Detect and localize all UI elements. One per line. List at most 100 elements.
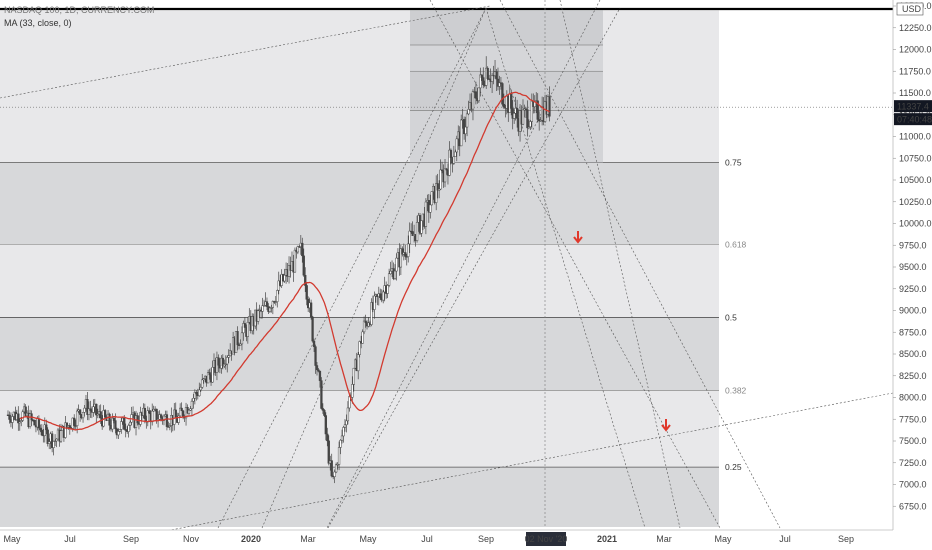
- time-tick-label: May: [714, 534, 732, 544]
- candle: [136, 412, 139, 426]
- candle: [449, 148, 453, 165]
- time-tick-label: Mar: [300, 534, 316, 544]
- candle: [467, 100, 470, 116]
- candle: [50, 430, 54, 453]
- time-tick-label: Mar: [656, 534, 672, 544]
- candle: [445, 167, 448, 175]
- candle: [321, 403, 325, 414]
- candle: [389, 261, 392, 275]
- candle: [373, 291, 376, 319]
- candle: [165, 410, 169, 431]
- candle: [96, 408, 99, 419]
- candle: [530, 93, 533, 129]
- symbol-legend[interactable]: NASDAQ 100, 1D, CURRENCY.COM: [4, 5, 155, 15]
- candle: [448, 141, 451, 177]
- candle: [464, 116, 467, 143]
- candle: [317, 367, 320, 373]
- price-tick-label: 7750.0: [899, 414, 927, 424]
- candle: [78, 409, 82, 422]
- candle: [324, 412, 327, 441]
- candle: [143, 403, 146, 424]
- candle: [301, 237, 304, 263]
- price-box-stripe: [410, 110, 603, 163]
- candle: [177, 412, 180, 425]
- candle: [33, 419, 36, 426]
- candle: [480, 74, 483, 81]
- candle: [382, 290, 385, 304]
- candle: [357, 351, 360, 380]
- candle: [411, 221, 414, 236]
- candle: [370, 298, 373, 327]
- candle: [337, 441, 341, 471]
- annotation-layer: [573, 231, 671, 432]
- candle: [452, 145, 455, 165]
- currency-label: USD: [902, 4, 922, 14]
- candle: [361, 329, 364, 344]
- price-tick-label: 7000.0: [899, 480, 927, 490]
- candle: [401, 246, 404, 257]
- candle: [435, 175, 438, 211]
- candle: [28, 409, 32, 429]
- ma-legend[interactable]: MA (33, close, 0): [4, 18, 72, 28]
- candle: [323, 409, 326, 418]
- candle: [326, 427, 329, 447]
- candle: [236, 326, 239, 351]
- candle: [148, 407, 151, 414]
- legend: NASDAQ 100, 1D, CURRENCY.COM MA (33, clo…: [4, 4, 154, 30]
- candle: [293, 247, 297, 273]
- candle: [502, 93, 506, 109]
- candle: [83, 405, 86, 417]
- price-tick-label: 8000.0: [899, 393, 927, 403]
- price-tick-label: 10750.0: [899, 153, 932, 163]
- price-tick-label: 8500.0: [899, 349, 927, 359]
- candle: [305, 283, 308, 306]
- candle: [486, 66, 489, 81]
- candle: [202, 377, 205, 384]
- time-tick-label: Nov: [183, 534, 200, 544]
- candle: [240, 326, 244, 351]
- lower-channel-line: [159, 392, 894, 533]
- candle: [336, 462, 339, 470]
- candle: [315, 362, 319, 376]
- cursor-date-label: 02 Nov '20: [525, 534, 568, 544]
- candle: [168, 422, 172, 431]
- candle: [87, 401, 91, 421]
- fib-band: [0, 244, 719, 318]
- time-axis-bg: [0, 530, 893, 550]
- candle: [455, 135, 458, 162]
- price-tick-label: 11750.0: [899, 66, 931, 76]
- candle: [24, 404, 27, 418]
- candle: [499, 76, 503, 90]
- candle: [342, 425, 345, 443]
- candle: [8, 411, 11, 424]
- candle: [86, 391, 89, 421]
- candle: [193, 389, 197, 405]
- fib-level-label: 0.618: [725, 239, 747, 249]
- candle: [211, 360, 214, 383]
- candle: [348, 394, 351, 412]
- candle: [187, 408, 191, 416]
- candle: [424, 198, 428, 235]
- candle: [223, 359, 226, 369]
- candle: [201, 373, 204, 389]
- candle: [179, 403, 182, 418]
- candle: [243, 316, 247, 328]
- time-tick-label: Jul: [421, 534, 433, 544]
- price-tick-label: 10000.0: [899, 219, 932, 229]
- candle: [334, 462, 338, 474]
- candle: [95, 403, 98, 423]
- price-tick-label: 11500.0: [899, 88, 931, 98]
- candle: [548, 86, 551, 122]
- candle: [404, 244, 407, 260]
- candle: [118, 429, 121, 432]
- candle: [346, 401, 350, 425]
- price-tick-label: 8250.0: [899, 371, 927, 381]
- candle: [351, 376, 354, 404]
- candle: [226, 355, 229, 373]
- candle: [199, 383, 202, 392]
- candle: [340, 429, 344, 444]
- candle: [462, 116, 466, 140]
- time-tick-label: Sep: [478, 534, 494, 544]
- fib-band: [0, 162, 719, 245]
